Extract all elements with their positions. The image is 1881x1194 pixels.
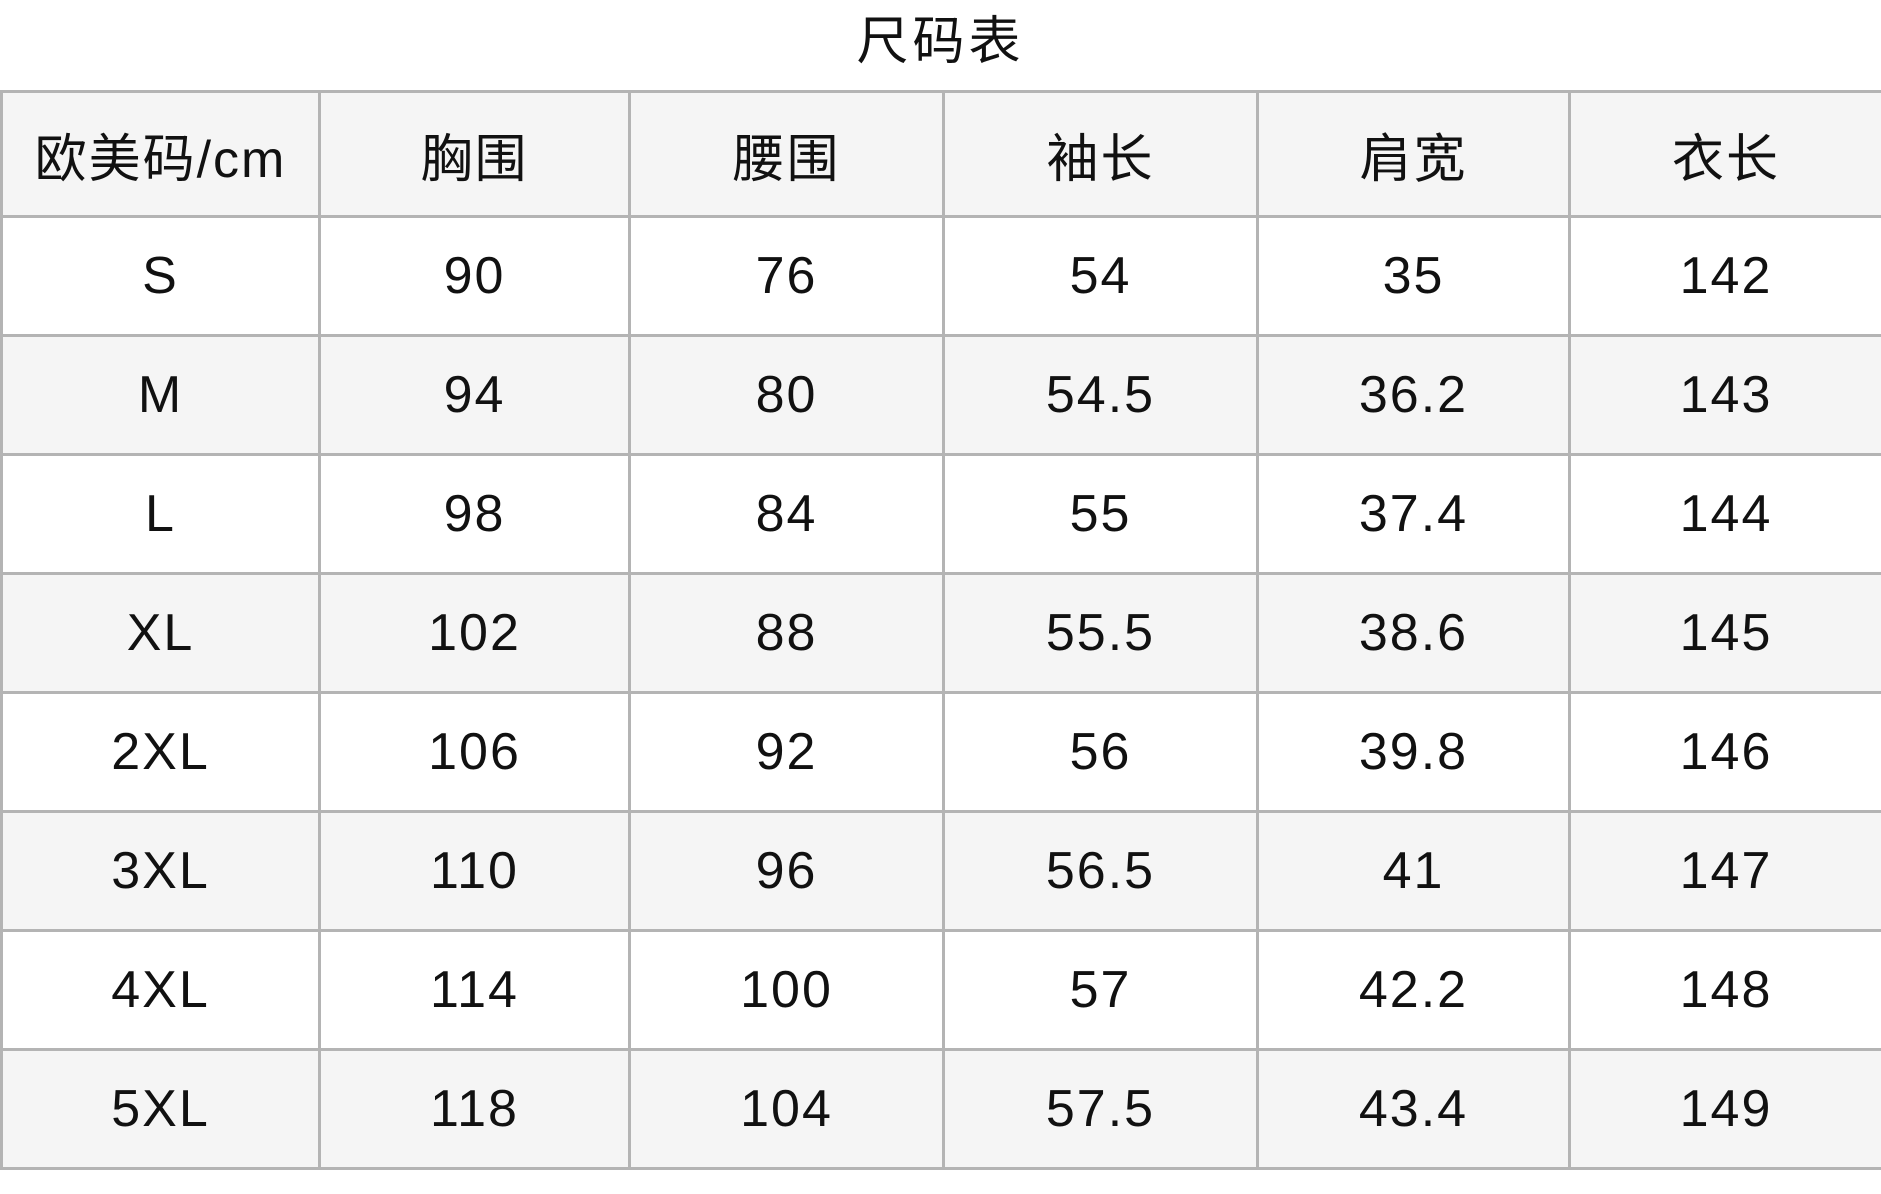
column-header: 欧美码/cm [0, 90, 321, 218]
measurement-cell: 56.5 [942, 810, 1259, 932]
measurement-cell: 114 [318, 929, 631, 1051]
table-row: 4XL 114 100 57 42.2 148 [0, 929, 1881, 1051]
column-header: 衣长 [1568, 90, 1881, 218]
measurement-cell: 145 [1568, 572, 1881, 694]
measurement-cell: 102 [318, 572, 631, 694]
measurement-cell: 144 [1568, 453, 1881, 575]
table-row: XL 102 88 55.5 38.6 145 [0, 572, 1881, 694]
size-cell: S [0, 215, 321, 337]
measurement-cell: 57 [942, 929, 1259, 1051]
measurement-cell: 38.6 [1256, 572, 1571, 694]
measurement-cell: 104 [628, 1048, 945, 1170]
size-cell: M [0, 334, 321, 456]
measurement-cell: 55.5 [942, 572, 1259, 694]
measurement-cell: 35 [1256, 215, 1571, 337]
size-cell: 5XL [0, 1048, 321, 1170]
measurement-cell: 54 [942, 215, 1259, 337]
measurement-cell: 55 [942, 453, 1259, 575]
measurement-cell: 54.5 [942, 334, 1259, 456]
measurement-cell: 100 [628, 929, 945, 1051]
measurement-cell: 106 [318, 691, 631, 813]
measurement-cell: 36.2 [1256, 334, 1571, 456]
measurement-cell: 76 [628, 215, 945, 337]
column-header: 胸围 [318, 90, 631, 218]
size-cell: 2XL [0, 691, 321, 813]
measurement-cell: 56 [942, 691, 1259, 813]
measurement-cell: 88 [628, 572, 945, 694]
measurement-cell: 39.8 [1256, 691, 1571, 813]
measurement-cell: 92 [628, 691, 945, 813]
table-row: M 94 80 54.5 36.2 143 [0, 334, 1881, 456]
measurement-cell: 42.2 [1256, 929, 1571, 1051]
measurement-cell: 149 [1568, 1048, 1881, 1170]
measurement-cell: 84 [628, 453, 945, 575]
column-header: 肩宽 [1256, 90, 1571, 218]
page-title: 尺码表 [856, 13, 1025, 71]
measurement-cell: 142 [1568, 215, 1881, 337]
measurement-cell: 147 [1568, 810, 1881, 932]
table-row: 5XL 118 104 57.5 43.4 149 [0, 1048, 1881, 1170]
measurement-cell: 41 [1256, 810, 1571, 932]
column-header: 腰围 [628, 90, 945, 218]
table-row: S 90 76 54 35 142 [0, 215, 1881, 337]
measurement-cell: 43.4 [1256, 1048, 1571, 1170]
measurement-cell: 110 [318, 810, 631, 932]
table-row: 2XL 106 92 56 39.8 146 [0, 691, 1881, 813]
header-row: 欧美码/cm 胸围 腰围 袖长 肩宽 衣长 [0, 90, 1881, 218]
size-cell: L [0, 453, 321, 575]
measurement-cell: 57.5 [942, 1048, 1259, 1170]
measurement-cell: 96 [628, 810, 945, 932]
measurement-cell: 118 [318, 1048, 631, 1170]
measurement-cell: 143 [1568, 334, 1881, 456]
measurement-cell: 98 [318, 453, 631, 575]
measurement-cell: 94 [318, 334, 631, 456]
column-header: 袖长 [942, 90, 1259, 218]
size-cell: 4XL [0, 929, 321, 1051]
measurement-cell: 148 [1568, 929, 1881, 1051]
measurement-cell: 80 [628, 334, 945, 456]
size-cell: 3XL [0, 810, 321, 932]
size-table: 欧美码/cm 胸围 腰围 袖长 肩宽 衣长 S 90 76 54 35 142 M 94 80 54.5 36… [0, 90, 1881, 1170]
size-cell: XL [0, 572, 321, 694]
table-row: 3XL 110 96 56.5 41 147 [0, 810, 1881, 932]
measurement-cell: 37.4 [1256, 453, 1571, 575]
table-row: L 98 84 55 37.4 144 [0, 453, 1881, 575]
measurement-cell: 90 [318, 215, 631, 337]
measurement-cell: 146 [1568, 691, 1881, 813]
